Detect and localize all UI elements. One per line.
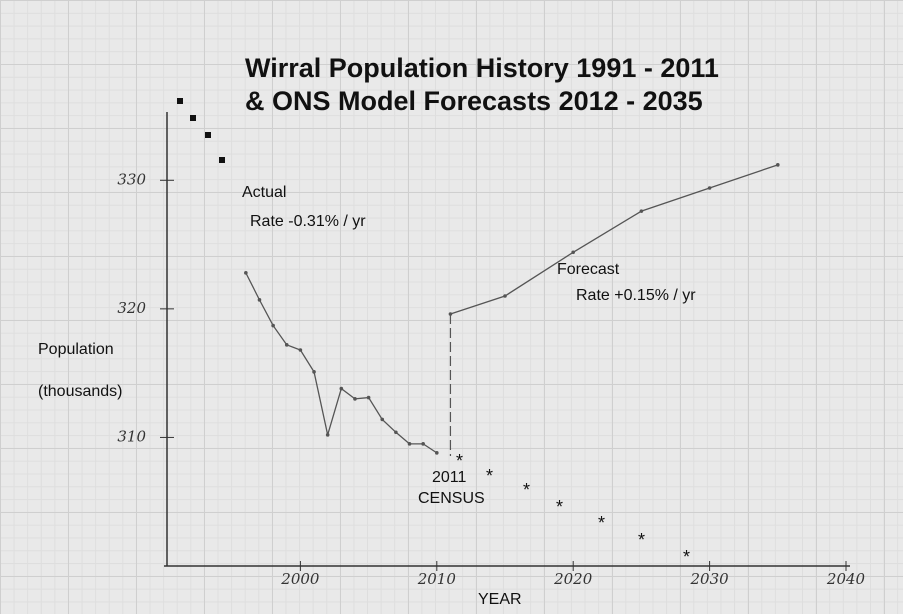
point — [299, 348, 303, 352]
point — [708, 186, 712, 190]
point — [421, 442, 425, 446]
chart-title: & ONS Model Forecasts 2012 - 2035 — [245, 86, 703, 116]
x-tick-label: 2000 — [280, 570, 320, 588]
annotation: Actual — [242, 184, 286, 201]
y-tick-label: 310 — [117, 427, 146, 445]
point — [244, 271, 248, 275]
point — [340, 387, 344, 391]
svg-text:*: * — [683, 547, 690, 567]
x-tick-label: 2040 — [826, 570, 866, 588]
point — [258, 298, 262, 302]
annotation: Forecast — [557, 261, 620, 278]
decor-stars: * * * * * * * — [456, 451, 690, 567]
point — [326, 433, 330, 437]
svg-text:*: * — [456, 451, 463, 471]
point — [285, 343, 289, 347]
point — [408, 442, 412, 446]
point — [571, 250, 575, 254]
series-line — [246, 273, 437, 453]
annotation: CENSUS — [418, 490, 485, 507]
y-axis-label: (thousands) — [38, 383, 123, 400]
svg-text:*: * — [556, 497, 563, 517]
point — [776, 163, 780, 167]
point — [435, 451, 439, 455]
svg-text:*: * — [486, 466, 493, 486]
chart: Wirral Population History 1991 - 2011 & … — [0, 0, 903, 614]
point — [640, 209, 644, 213]
point — [367, 396, 371, 400]
point — [353, 397, 357, 401]
point — [394, 430, 398, 434]
chart-title: Wirral Population History 1991 - 2011 — [245, 53, 719, 83]
x-tick-label: 2020 — [553, 570, 593, 588]
annotation: Rate -0.31% / yr — [250, 213, 366, 230]
point — [271, 324, 275, 328]
x-tick-label: 2030 — [690, 570, 730, 588]
x-tick-label: 2010 — [417, 570, 457, 588]
annotation: Rate +0.15% / yr — [576, 287, 696, 304]
y-tick-label: 330 — [117, 170, 146, 188]
y-tick-label: 320 — [117, 299, 146, 317]
svg-text:*: * — [523, 480, 530, 500]
page: {"chart_data": { "type": "line", "title"… — [0, 0, 903, 614]
svg-text:*: * — [598, 513, 605, 533]
annotation: 2011 — [432, 469, 467, 486]
svg-text:*: * — [638, 530, 645, 550]
x-axis-label: YEAR — [478, 591, 522, 608]
point — [312, 370, 316, 374]
point — [503, 294, 507, 298]
decor-squares — [177, 98, 225, 163]
y-axis-label: Population — [38, 341, 114, 358]
point — [380, 418, 384, 422]
